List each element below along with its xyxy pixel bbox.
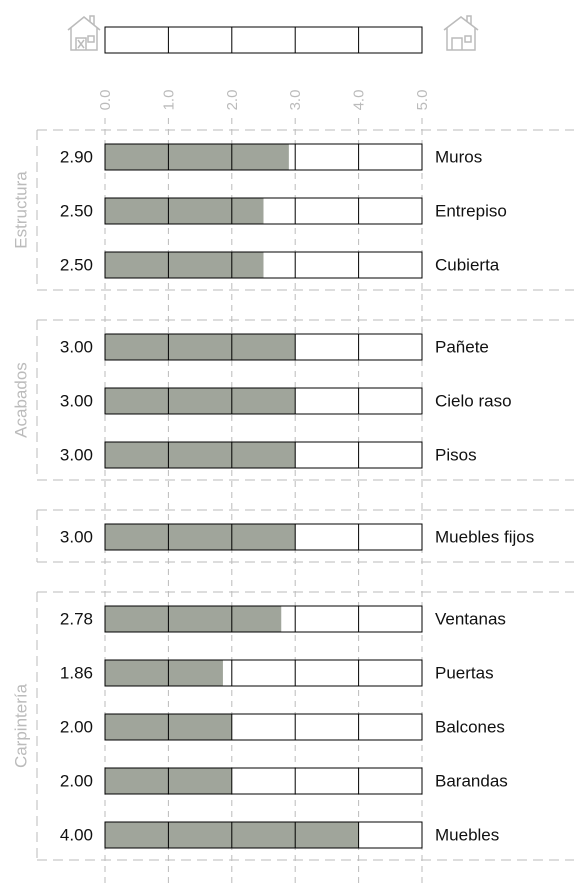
bar-border xyxy=(104,659,423,687)
category-label: Barandas xyxy=(435,771,508,790)
bar-border xyxy=(104,143,423,171)
value-label: 2.50 xyxy=(60,255,93,274)
x-tick-label: 4.0 xyxy=(351,90,368,111)
bar-border xyxy=(104,713,423,741)
category-label: Muebles fijos xyxy=(435,527,534,546)
x-tick-label: 5.0 xyxy=(414,90,431,111)
value-label: 3.00 xyxy=(60,527,93,546)
bar-border xyxy=(104,251,423,279)
value-label: 2.78 xyxy=(60,609,93,628)
x-tick-label: 2.0 xyxy=(224,90,241,111)
x-tick-label: 3.0 xyxy=(287,90,304,111)
category-label: Entrepiso xyxy=(435,201,507,220)
bar xyxy=(105,252,264,278)
value-label: 2.50 xyxy=(60,201,93,220)
category-label: Muros xyxy=(435,147,482,166)
bar-border xyxy=(104,523,423,551)
category-label: Balcones xyxy=(435,717,505,736)
bar xyxy=(105,388,296,414)
bar xyxy=(105,442,296,468)
bar-border xyxy=(104,197,423,225)
bar xyxy=(105,334,296,360)
bar-border xyxy=(104,387,423,415)
bar xyxy=(105,524,296,550)
scale-bar xyxy=(104,26,423,54)
category-label: Pañete xyxy=(435,337,489,356)
x-tick-label: 0.0 xyxy=(97,90,114,111)
bar-border xyxy=(104,441,423,469)
x-tick-label: 1.0 xyxy=(160,90,177,111)
bar xyxy=(105,198,264,224)
category-label: Pisos xyxy=(435,445,477,464)
value-label: 3.00 xyxy=(60,337,93,356)
group-label: Carpintería xyxy=(11,683,30,768)
bar-border xyxy=(104,605,423,633)
value-label: 4.00 xyxy=(60,825,93,844)
category-label: Cielo raso xyxy=(435,391,512,410)
value-label: 2.90 xyxy=(60,147,93,166)
category-label: Cubierta xyxy=(435,255,500,274)
bar-border xyxy=(104,821,423,849)
value-label: 1.86 xyxy=(60,663,93,682)
group-label: Estructura xyxy=(11,171,30,249)
house-icon-left xyxy=(67,15,101,51)
group-label: Acabados xyxy=(11,362,30,438)
value-label: 3.00 xyxy=(60,445,93,464)
value-label: 3.00 xyxy=(60,391,93,410)
bar-border xyxy=(104,333,423,361)
bar xyxy=(105,606,282,632)
category-label: Ventanas xyxy=(435,609,506,628)
category-label: Muebles xyxy=(435,825,499,844)
house-icon-right xyxy=(443,15,479,51)
value-label: 2.00 xyxy=(60,771,93,790)
bar-border xyxy=(104,767,423,795)
bar xyxy=(105,144,289,170)
value-label: 2.00 xyxy=(60,717,93,736)
bar xyxy=(105,660,223,686)
category-label: Puertas xyxy=(435,663,494,682)
